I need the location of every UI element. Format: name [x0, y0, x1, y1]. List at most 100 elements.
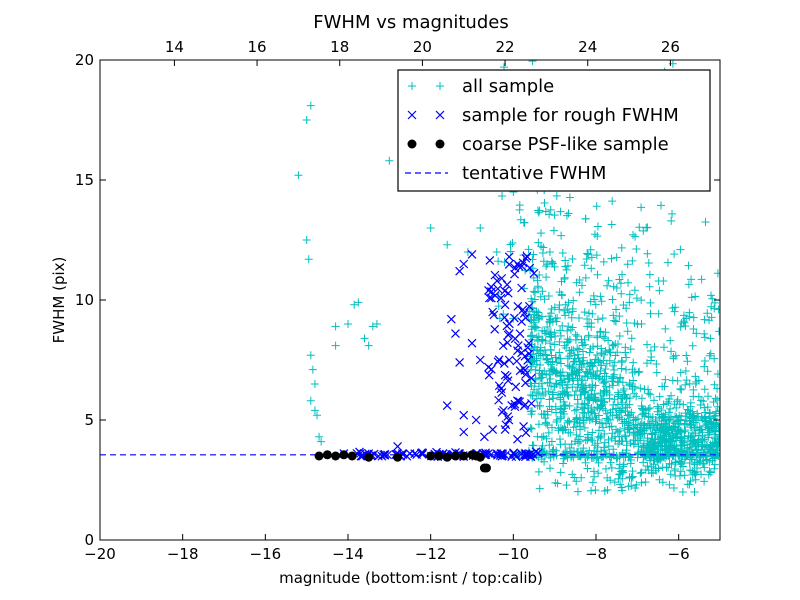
- all-sample-point: [580, 423, 589, 432]
- all-sample-point: [611, 351, 620, 360]
- all-sample-point: [621, 348, 630, 357]
- legend-entry: all sample: [408, 76, 554, 97]
- all-sample-point: [574, 314, 583, 323]
- all-sample-point: [556, 331, 565, 340]
- all-sample-point: [527, 325, 536, 334]
- all-sample-point: [648, 437, 657, 446]
- top-x-tick-label: 24: [578, 38, 597, 56]
- all-sample-point: [619, 384, 628, 393]
- x-tick-label: −8: [585, 545, 607, 563]
- rough-sample-point: [488, 307, 498, 317]
- rough-sample-point: [524, 349, 534, 359]
- all-sample-point: [665, 480, 674, 489]
- all-sample-point: [568, 364, 577, 373]
- all-sample-point: [655, 453, 664, 462]
- all-sample-point: [703, 403, 712, 412]
- all-sample-point: [700, 403, 709, 412]
- all-sample-point: [567, 313, 576, 322]
- all-sample-point: [636, 436, 645, 445]
- rough-sample-point: [521, 428, 531, 438]
- all-sample-point: [713, 442, 720, 451]
- all-sample-point: [654, 309, 663, 318]
- all-sample-point: [625, 378, 634, 387]
- all-sample-point: [608, 377, 617, 386]
- all-sample-point: [593, 270, 602, 279]
- all-sample-point: [515, 201, 524, 210]
- all-sample-point: [648, 430, 657, 439]
- all-sample-point: [681, 367, 690, 376]
- all-sample-point: [556, 404, 565, 413]
- all-sample-point: [581, 214, 590, 223]
- rough-sample-point: [496, 384, 506, 394]
- all-sample-point: [679, 462, 688, 471]
- all-sample-point: [606, 458, 615, 467]
- rough-sample-point: [523, 356, 533, 365]
- all-sample-point: [553, 416, 562, 425]
- all-sample-point: [609, 341, 618, 350]
- all-sample-point: [538, 287, 547, 296]
- all-sample-point: [645, 282, 654, 291]
- all-sample-point: [372, 320, 381, 328]
- all-sample-point: [638, 405, 647, 414]
- all-sample-point: [700, 315, 709, 324]
- all-sample-point: [629, 358, 638, 367]
- all-sample-point: [625, 473, 634, 482]
- data-marks: [100, 60, 720, 496]
- all-sample-point: [385, 156, 394, 165]
- all-sample-point: [654, 464, 663, 473]
- all-sample-point: [526, 331, 535, 340]
- all-sample-point: [580, 308, 589, 317]
- all-sample-point: [703, 309, 712, 318]
- all-sample-point: [701, 217, 710, 226]
- all-sample-point: [550, 328, 559, 337]
- all-sample-point: [698, 428, 707, 437]
- all-sample-point: [632, 392, 641, 401]
- all-sample-point: [545, 248, 554, 257]
- all-sample-point: [667, 460, 676, 469]
- rough-sample-point: [504, 329, 514, 339]
- all-sample-point: [669, 484, 678, 493]
- rough-sample-point: [484, 370, 494, 380]
- all-sample-point: [633, 453, 642, 462]
- all-sample-point: [569, 296, 578, 305]
- all-sample-point: [653, 402, 662, 411]
- all-sample-point: [536, 374, 545, 383]
- all-sample-point: [563, 453, 572, 462]
- all-sample-point: [594, 469, 603, 478]
- all-sample-point: [548, 394, 557, 403]
- rough-sample-point: [490, 291, 500, 300]
- all-sample-point: [545, 395, 554, 404]
- psf-sample-point: [459, 451, 469, 461]
- all-sample-point: [624, 482, 633, 491]
- all-sample-point: [672, 436, 681, 445]
- all-sample-point: [603, 409, 612, 418]
- all-sample-point: [534, 283, 543, 292]
- all-sample-point: [692, 329, 701, 338]
- legend-marker: [407, 139, 417, 149]
- all-sample-point: [635, 427, 644, 436]
- all-sample-point: [629, 440, 638, 449]
- all-sample-point: [547, 351, 556, 360]
- all-sample-point: [557, 290, 566, 299]
- all-sample-point: [551, 402, 560, 411]
- all-sample-point: [613, 413, 622, 422]
- all-sample-point: [550, 340, 559, 349]
- all-sample-point: [687, 275, 696, 284]
- all-sample-point: [617, 467, 626, 476]
- all-sample-point: [655, 286, 664, 295]
- all-sample-point: [573, 332, 582, 341]
- x-tick-label: −12: [415, 545, 447, 563]
- all-sample-point: [572, 405, 581, 414]
- all-sample-point: [632, 245, 641, 254]
- rough-sample-point: [405, 449, 415, 459]
- rough-sample-point: [500, 300, 510, 310]
- all-sample-point: [549, 226, 558, 235]
- rough-sample-point: [417, 449, 427, 459]
- y-tick-label: 20: [75, 51, 94, 69]
- all-sample-point: [667, 216, 676, 225]
- all-sample-point: [526, 407, 535, 416]
- x-tick-label: −14: [332, 545, 364, 563]
- x-tick-label: −20: [84, 545, 116, 563]
- all-sample-point: [652, 360, 661, 369]
- all-sample-point: [577, 281, 586, 290]
